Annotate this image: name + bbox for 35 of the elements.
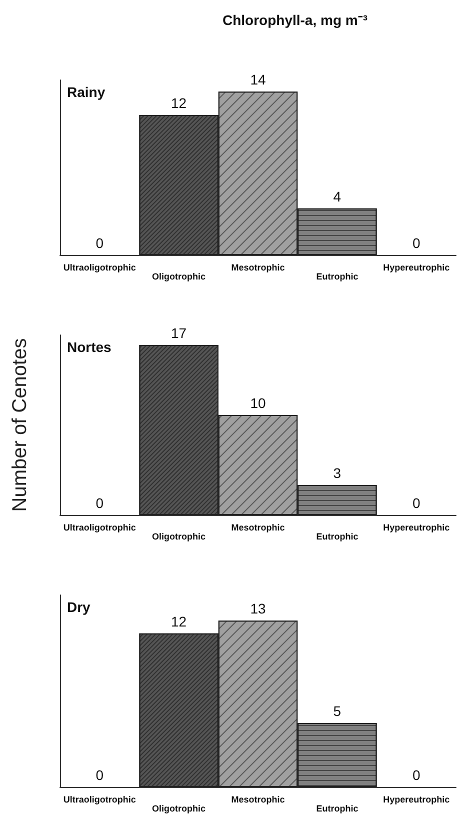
x-tick-label: Hypereutrophic <box>383 794 450 804</box>
x-tick-label: Eutrophic <box>316 532 358 542</box>
data-label: 14 <box>250 72 266 88</box>
data-label: 17 <box>171 325 187 341</box>
chart-title: Nortes <box>67 339 112 355</box>
data-label: 3 <box>333 465 342 481</box>
x-tick-label: Mesotrophic <box>231 522 285 532</box>
chart-title: Rainy <box>67 84 106 100</box>
data-label: 0 <box>412 495 420 511</box>
x-tick-label: Eutrophic <box>316 804 358 814</box>
x-tick-label: Hypereutrophic <box>383 522 450 532</box>
data-label: 0 <box>96 495 104 511</box>
x-tick-label: Mesotrophic <box>231 262 285 272</box>
data-label: 0 <box>412 235 420 251</box>
data-label: 0 <box>96 767 104 783</box>
x-tick-label: Oligotrophic <box>152 532 206 542</box>
text: Chlorophyll-a, mg m⁻³ <box>222 12 368 28</box>
data-label: 0 <box>412 767 420 783</box>
x-tick-label: Ultraoligotrophic <box>63 262 136 272</box>
data-label: 4 <box>333 188 342 204</box>
x-tick-label: Ultraoligotrophic <box>63 794 136 804</box>
x-tick-label: Oligotrophic <box>152 804 206 814</box>
chart-title: Dry <box>67 599 91 615</box>
x-tick-label: Hypereutrophic <box>383 262 450 272</box>
x-tick-label: Mesotrophic <box>231 794 285 804</box>
x-tick-label: Eutrophic <box>316 272 358 282</box>
data-label: 0 <box>96 235 104 251</box>
x-tick-label: Oligotrophic <box>152 272 206 282</box>
y-axis-title: Number of Cenotes <box>9 338 31 512</box>
data-label: 5 <box>333 703 342 719</box>
data-label: 10 <box>250 395 266 411</box>
x-tick-label: Ultraoligotrophic <box>63 522 136 532</box>
data-label: 12 <box>171 613 187 630</box>
data-label: 13 <box>250 600 266 617</box>
data-label: 12 <box>171 95 187 111</box>
